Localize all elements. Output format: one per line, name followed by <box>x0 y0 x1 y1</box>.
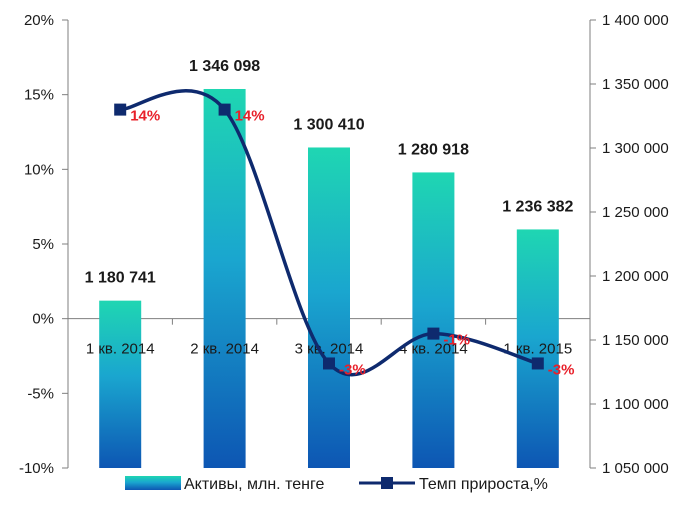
bar-value-label: 1 236 382 <box>502 198 573 215</box>
left-tick-label: 20% <box>24 12 54 29</box>
left-tick-label: 10% <box>24 161 54 178</box>
category-label: 1 кв. 2015 <box>503 341 572 358</box>
right-tick-label: 1 050 000 <box>602 460 669 477</box>
bar <box>516 229 559 468</box>
right-tick-label: 1 150 000 <box>602 332 669 349</box>
category-labels: 1 кв. 2014 2 кв. 2014 3 кв. 2014 4 кв. 2014… <box>86 341 572 358</box>
right-tick-label: 1 400 000 <box>602 12 669 29</box>
bar <box>412 172 455 468</box>
growth-marker <box>218 103 231 116</box>
bar <box>99 300 142 468</box>
growth-value-label: -3% <box>339 361 366 378</box>
bar <box>203 88 246 468</box>
growth-marker <box>531 357 544 370</box>
growth-marker <box>323 357 335 370</box>
growth-value-label: 14% <box>130 108 160 125</box>
left-tick-label: -5% <box>27 385 54 402</box>
bar-value-label: 1 300 410 <box>293 116 364 133</box>
legend-line-marker <box>381 477 393 489</box>
growth-value-label: -1% <box>443 332 470 349</box>
right-tick-label: 1 200 000 <box>602 268 669 285</box>
legend-bars-label: Активы, млн. тенге <box>184 476 324 493</box>
category-label: 4 кв. 2014 <box>399 341 468 358</box>
bar-value-label: 1 280 918 <box>398 141 469 158</box>
data-labels: 1 180 741 1 346 098 1 300 410 1 280 918 1 23… <box>85 58 575 378</box>
left-tick-label: 15% <box>24 87 54 104</box>
right-tick-label: 1 300 000 <box>602 140 669 157</box>
legend-bar-swatch <box>125 476 181 490</box>
bar <box>308 147 350 468</box>
legend-line-label: Темп прироста,% <box>419 476 548 493</box>
left-tick-label: -10% <box>19 460 54 477</box>
growth-value-label: -3% <box>548 361 575 378</box>
bars <box>99 88 559 468</box>
category-label: 2 кв. 2014 <box>190 341 259 358</box>
growth-value-label: 14% <box>235 108 265 125</box>
bar-value-label: 1 180 741 <box>85 270 156 287</box>
right-tick-label: 1 350 000 <box>602 76 669 93</box>
growth-line-path <box>119 89 539 377</box>
growth-marker <box>427 327 440 340</box>
right-tick-label: 1 250 000 <box>602 204 669 221</box>
category-label: 1 кв. 2014 <box>86 341 155 358</box>
growth-line <box>114 89 544 377</box>
left-tick-label: 0% <box>32 311 54 328</box>
bar-value-label: 1 346 098 <box>189 58 260 75</box>
legend: Активы, млн. тенге Темп прироста,% <box>125 476 548 493</box>
left-tick-label: 5% <box>32 236 54 253</box>
category-label: 3 кв. 2014 <box>295 341 364 358</box>
axes: 20% 15% 10% 5% 0% -5% -10% 1 400 000 1 350 000 1 … <box>19 12 669 477</box>
right-tick-label: 1 100 000 <box>602 396 669 413</box>
growth-marker <box>114 103 127 116</box>
